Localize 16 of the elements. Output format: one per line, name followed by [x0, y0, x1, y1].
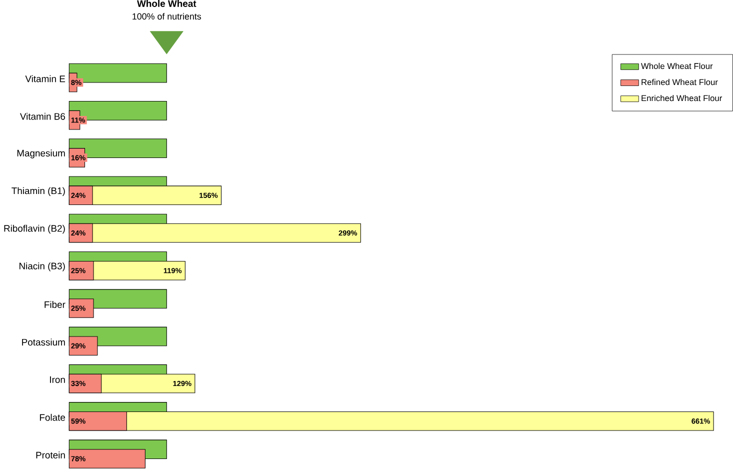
legend-label: Enriched Wheat Flour [642, 95, 722, 102]
text: 100% of nutrients [132, 13, 202, 20]
y-tick-label: Vitamin B6 [20, 113, 66, 120]
y-tick-label: Fiber [44, 301, 66, 308]
y-tick-label: Thiamin (B1) [12, 187, 65, 196]
y-tick-label: Potassium [22, 338, 65, 346]
y-tick-label: Vitamin E [25, 75, 66, 82]
y-tick-label: Folate [40, 414, 66, 421]
y-tick-label: Protein [36, 452, 65, 459]
y-tick-label: Magnesium [17, 150, 65, 159]
text: Whole Wheat [137, 0, 196, 8]
y-tick-label: Iron [50, 376, 65, 384]
y-tick-label: Niacin (B3) [20, 262, 65, 272]
y-tick-label: Riboflavin (B2) [4, 224, 65, 234]
legend-label: Whole Wheat Flour [641, 63, 713, 70]
legend-label: Refined Wheat Flour [642, 79, 718, 86]
